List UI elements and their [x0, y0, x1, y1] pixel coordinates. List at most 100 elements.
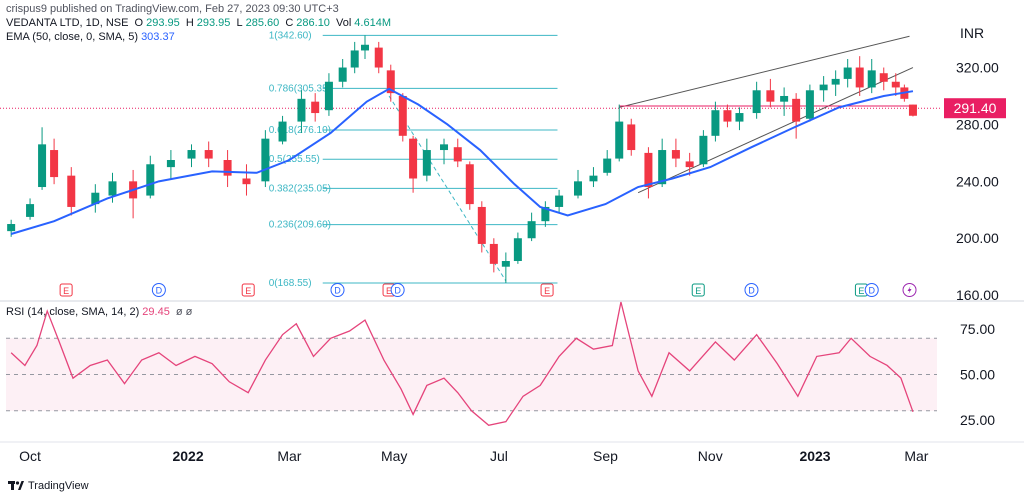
symbol-label: VEDANTA LTD, 1D, NSE	[6, 17, 129, 29]
candle	[386, 64, 395, 102]
candle-body	[780, 95, 789, 102]
candle	[792, 93, 801, 139]
candle-body	[26, 204, 35, 217]
candle-body	[891, 81, 900, 88]
candle-body	[166, 160, 175, 168]
dividend-marker-icon	[330, 283, 345, 297]
candle	[187, 144, 196, 168]
candle-body	[671, 150, 680, 159]
candle-body	[513, 238, 522, 262]
candle	[766, 78, 775, 108]
earnings-marker-icon	[241, 283, 255, 297]
candle	[67, 167, 76, 216]
price-tick-label: 320.00	[956, 60, 999, 76]
candle	[477, 201, 486, 253]
earnings-marker-label: E	[245, 286, 251, 296]
earnings-marker-icon	[540, 283, 554, 297]
candle	[91, 184, 100, 213]
candle-body	[386, 70, 395, 94]
candle	[311, 93, 320, 122]
candle-body	[278, 121, 287, 142]
candle-body	[374, 47, 383, 68]
low-value: 285.60	[245, 17, 280, 29]
ema-label: EMA (50, close, 0, SMA, 5)	[6, 31, 139, 43]
candle-body	[50, 150, 59, 178]
event-marker: D	[744, 283, 759, 297]
rsi-line	[10, 301, 914, 427]
earnings-marker-icon	[59, 283, 73, 297]
candle	[527, 212, 536, 242]
candle	[7, 219, 16, 237]
candle-body	[766, 90, 775, 102]
candle	[38, 127, 47, 190]
currency-label: INR	[960, 25, 984, 41]
candle-body	[324, 81, 333, 111]
rsi-tick-label: 75.00	[960, 321, 995, 337]
fib-level-label: 1(342.60)	[269, 30, 312, 41]
earnings-marker-label: E	[858, 286, 864, 296]
candle	[501, 252, 510, 283]
dividend-marker-icon	[864, 283, 879, 297]
candle	[440, 138, 449, 165]
open-value: 293.95	[146, 17, 180, 29]
candle-body	[867, 70, 876, 88]
tradingview-branding[interactable]: TradingView	[8, 480, 89, 492]
candle-body	[350, 50, 359, 68]
last-price-tag	[944, 98, 1006, 119]
candle-body	[908, 104, 917, 116]
dividend-marker-icon	[390, 283, 405, 297]
candle	[261, 130, 270, 188]
candle	[603, 150, 612, 176]
dividend-marker-label: D	[334, 286, 341, 296]
candle-body	[409, 138, 418, 179]
candle-body	[589, 175, 598, 182]
rsi-line[interactable]: RSI (14, close, SMA, 14, 2) 29.45 ø ø	[6, 306, 195, 318]
event-marker: E	[241, 283, 255, 297]
fib-level-label: 0.5(255.55)	[269, 154, 320, 165]
candle-body	[527, 221, 536, 239]
candle-body	[338, 67, 347, 82]
candle-body	[627, 124, 636, 151]
candle	[685, 152, 694, 176]
candle-body	[644, 152, 653, 188]
candle-body	[685, 161, 694, 168]
earnings-marker-label: E	[63, 286, 69, 296]
candle-body	[7, 224, 16, 232]
candle	[855, 56, 864, 96]
event-marker: E	[59, 283, 73, 297]
candle-body	[223, 160, 232, 176]
time-tick-label: 2023	[799, 448, 830, 464]
wedge-trend-line	[637, 67, 914, 194]
candle	[513, 232, 522, 264]
candle	[297, 90, 306, 133]
candle	[819, 76, 828, 102]
candle	[278, 115, 287, 145]
candle-body	[819, 84, 828, 91]
close-value: 286.10	[296, 17, 330, 29]
candle-body	[541, 206, 550, 222]
event-marker: E	[691, 283, 705, 297]
candle	[573, 169, 582, 199]
time-tick-label: Mar	[904, 448, 928, 464]
candle	[658, 138, 667, 188]
candle-body	[204, 150, 213, 159]
candle-body	[91, 192, 100, 205]
candle-body	[711, 110, 720, 136]
candle	[615, 104, 624, 162]
candle	[242, 164, 251, 196]
candle-body	[453, 147, 462, 162]
candle-body	[297, 98, 306, 122]
candle	[489, 238, 498, 273]
tradingview-logo-icon	[8, 481, 24, 490]
candle	[908, 104, 917, 117]
high-label: H	[185, 17, 194, 29]
candle	[891, 73, 900, 96]
candle	[465, 161, 474, 210]
candle-body	[465, 164, 474, 205]
candle	[699, 130, 708, 168]
candle	[805, 84, 814, 122]
candle-body	[38, 144, 47, 188]
candle	[166, 150, 175, 179]
ema-line[interactable]: EMA (50, close, 0, SMA, 5) 303.37	[6, 31, 178, 43]
